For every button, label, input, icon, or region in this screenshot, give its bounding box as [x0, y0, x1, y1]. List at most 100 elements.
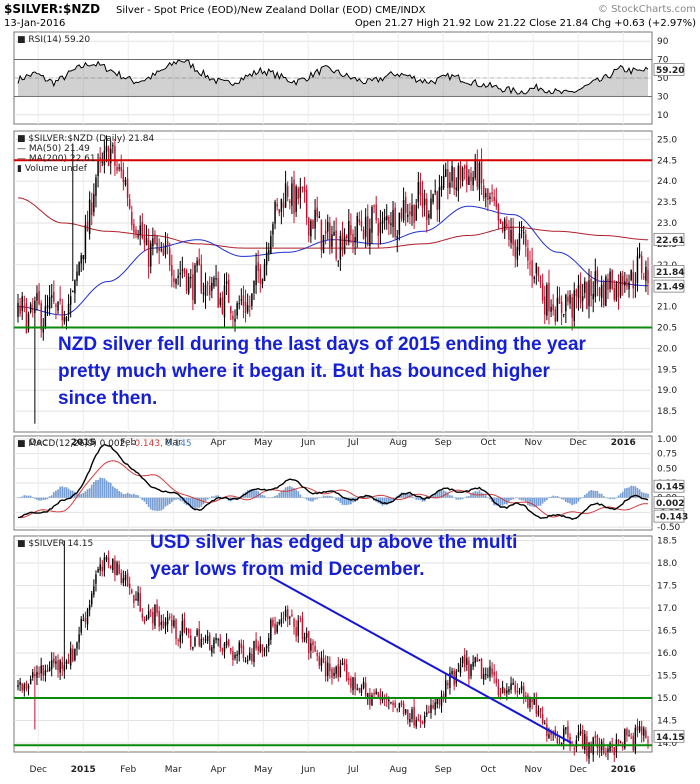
- macd-histogram-bar: [345, 497, 348, 506]
- usd-candle: [53, 658, 55, 664]
- macd-histogram-bar: [86, 489, 89, 498]
- nzd-candle: [512, 226, 514, 245]
- nzd-candle: [567, 296, 569, 302]
- usd-candle: [459, 664, 462, 673]
- usd-candle: [562, 728, 565, 742]
- nzd-candle: [541, 283, 544, 301]
- nzd-candle: [289, 201, 291, 203]
- nzd-candle: [636, 256, 639, 284]
- macd-histogram-bar: [152, 497, 154, 511]
- nzd-annotation-line: since then.: [58, 388, 157, 409]
- macd-histogram-bar: [265, 497, 268, 499]
- macd-histogram-bar: [421, 497, 424, 502]
- nzd-candle: [48, 297, 51, 310]
- usd-candle: [259, 644, 262, 652]
- macd-legend: ■ MACD(12,26,9) 0.002, -0.143, 0.145: [17, 439, 192, 449]
- nzd-candle: [392, 209, 394, 227]
- usd-candle: [95, 574, 97, 584]
- nzd-candle: [381, 220, 384, 224]
- usd-candle: [375, 691, 377, 695]
- macd-histogram-bar: [246, 490, 249, 498]
- nzd-candle: [394, 207, 396, 237]
- nzd-candle: [95, 177, 97, 196]
- usd-tick-label: 15.5: [657, 672, 677, 682]
- macd-histogram-bar: [67, 488, 70, 498]
- nzd-candle: [166, 240, 169, 247]
- usd-candle: [150, 610, 152, 612]
- usd-candle: [478, 659, 481, 661]
- usd-candle: [120, 573, 122, 583]
- nzd-candle: [626, 278, 628, 287]
- macd-histogram-bar: [200, 497, 203, 507]
- usd-candle: [86, 609, 89, 625]
- nzd-candle: [272, 224, 274, 235]
- macd-histogram-bar: [291, 487, 293, 498]
- bottom-x-tick-label: Apr: [210, 765, 226, 775]
- nzd-candle: [179, 272, 181, 275]
- nzd-candle: [314, 209, 316, 229]
- nzd-candle: [449, 182, 451, 188]
- usd-candle: [506, 690, 508, 694]
- macd-histogram-bar: [267, 497, 270, 498]
- top-x-tick-label: 2015: [71, 438, 96, 448]
- macd-histogram-bar: [101, 478, 104, 498]
- nzd-candle: [40, 303, 42, 331]
- nzd-candle: [310, 220, 312, 237]
- macd-legend-signal: -0.143,: [131, 439, 166, 449]
- usd-candle: [55, 661, 57, 664]
- nzd-candle: [552, 304, 554, 311]
- nzd-candle: [390, 223, 392, 226]
- usd-candle: [613, 747, 616, 756]
- nzd-candle: [539, 280, 542, 283]
- macd-histogram-bar: [328, 495, 331, 498]
- nzd-candle: [426, 198, 428, 221]
- usd-candle: [61, 662, 63, 669]
- usd-candle: [508, 689, 510, 693]
- macd-histogram-bar: [541, 497, 544, 504]
- usd-annotation-line: year lows from mid December.: [150, 559, 425, 580]
- macd-histogram-bar: [173, 497, 175, 501]
- nzd-candle: [97, 159, 99, 177]
- macd-histogram-bar: [579, 497, 582, 499]
- nzd-candle: [114, 146, 116, 166]
- macd-histogram-bar: [562, 497, 565, 500]
- macd-histogram-bar: [322, 495, 325, 498]
- usd-candle: [581, 729, 584, 749]
- usd-candle: [164, 621, 167, 627]
- usd-candle: [485, 673, 487, 676]
- nzd-candle: [442, 175, 445, 188]
- macd-histogram-bar: [307, 497, 310, 501]
- usd-candle: [531, 699, 533, 703]
- usd-candle: [626, 728, 628, 736]
- nzd-candle: [185, 270, 188, 291]
- nzd-candle: [122, 169, 125, 183]
- nzd-candle: [415, 205, 417, 221]
- nzd-candle: [396, 236, 398, 240]
- macd-histogram-bar: [592, 490, 595, 498]
- nzd-candle: [533, 277, 535, 279]
- usd-candle: [341, 662, 344, 665]
- usd-candle: [158, 611, 160, 627]
- macd-histogram-bar: [217, 495, 220, 498]
- nzd-candle: [598, 287, 601, 297]
- nzd-candle: [571, 297, 573, 318]
- macd-histogram-bar: [88, 488, 91, 498]
- macd-histogram-bar: [642, 492, 645, 498]
- nzd-candle: [350, 225, 352, 235]
- nzd-candle: [478, 163, 481, 190]
- macd-histogram-bar: [118, 490, 120, 498]
- usd-candle: [394, 702, 396, 708]
- nzd-candle: [447, 169, 449, 188]
- usd-candle: [430, 704, 432, 713]
- usd-candle: [548, 734, 550, 739]
- nzd-legend-ma50: — MA(50) 21.49: [17, 144, 90, 154]
- bottom-x-tick-label: Dec: [570, 765, 587, 775]
- usd-candle: [335, 666, 337, 674]
- usd-candle: [238, 642, 240, 655]
- nzd-tick-label: 23.0: [657, 219, 677, 229]
- nzd-candle: [514, 240, 516, 258]
- macd-histogram-bar: [569, 497, 571, 504]
- nzd-candle: [383, 217, 386, 221]
- usd-candle: [147, 611, 150, 619]
- macd-histogram-bar: [510, 497, 512, 501]
